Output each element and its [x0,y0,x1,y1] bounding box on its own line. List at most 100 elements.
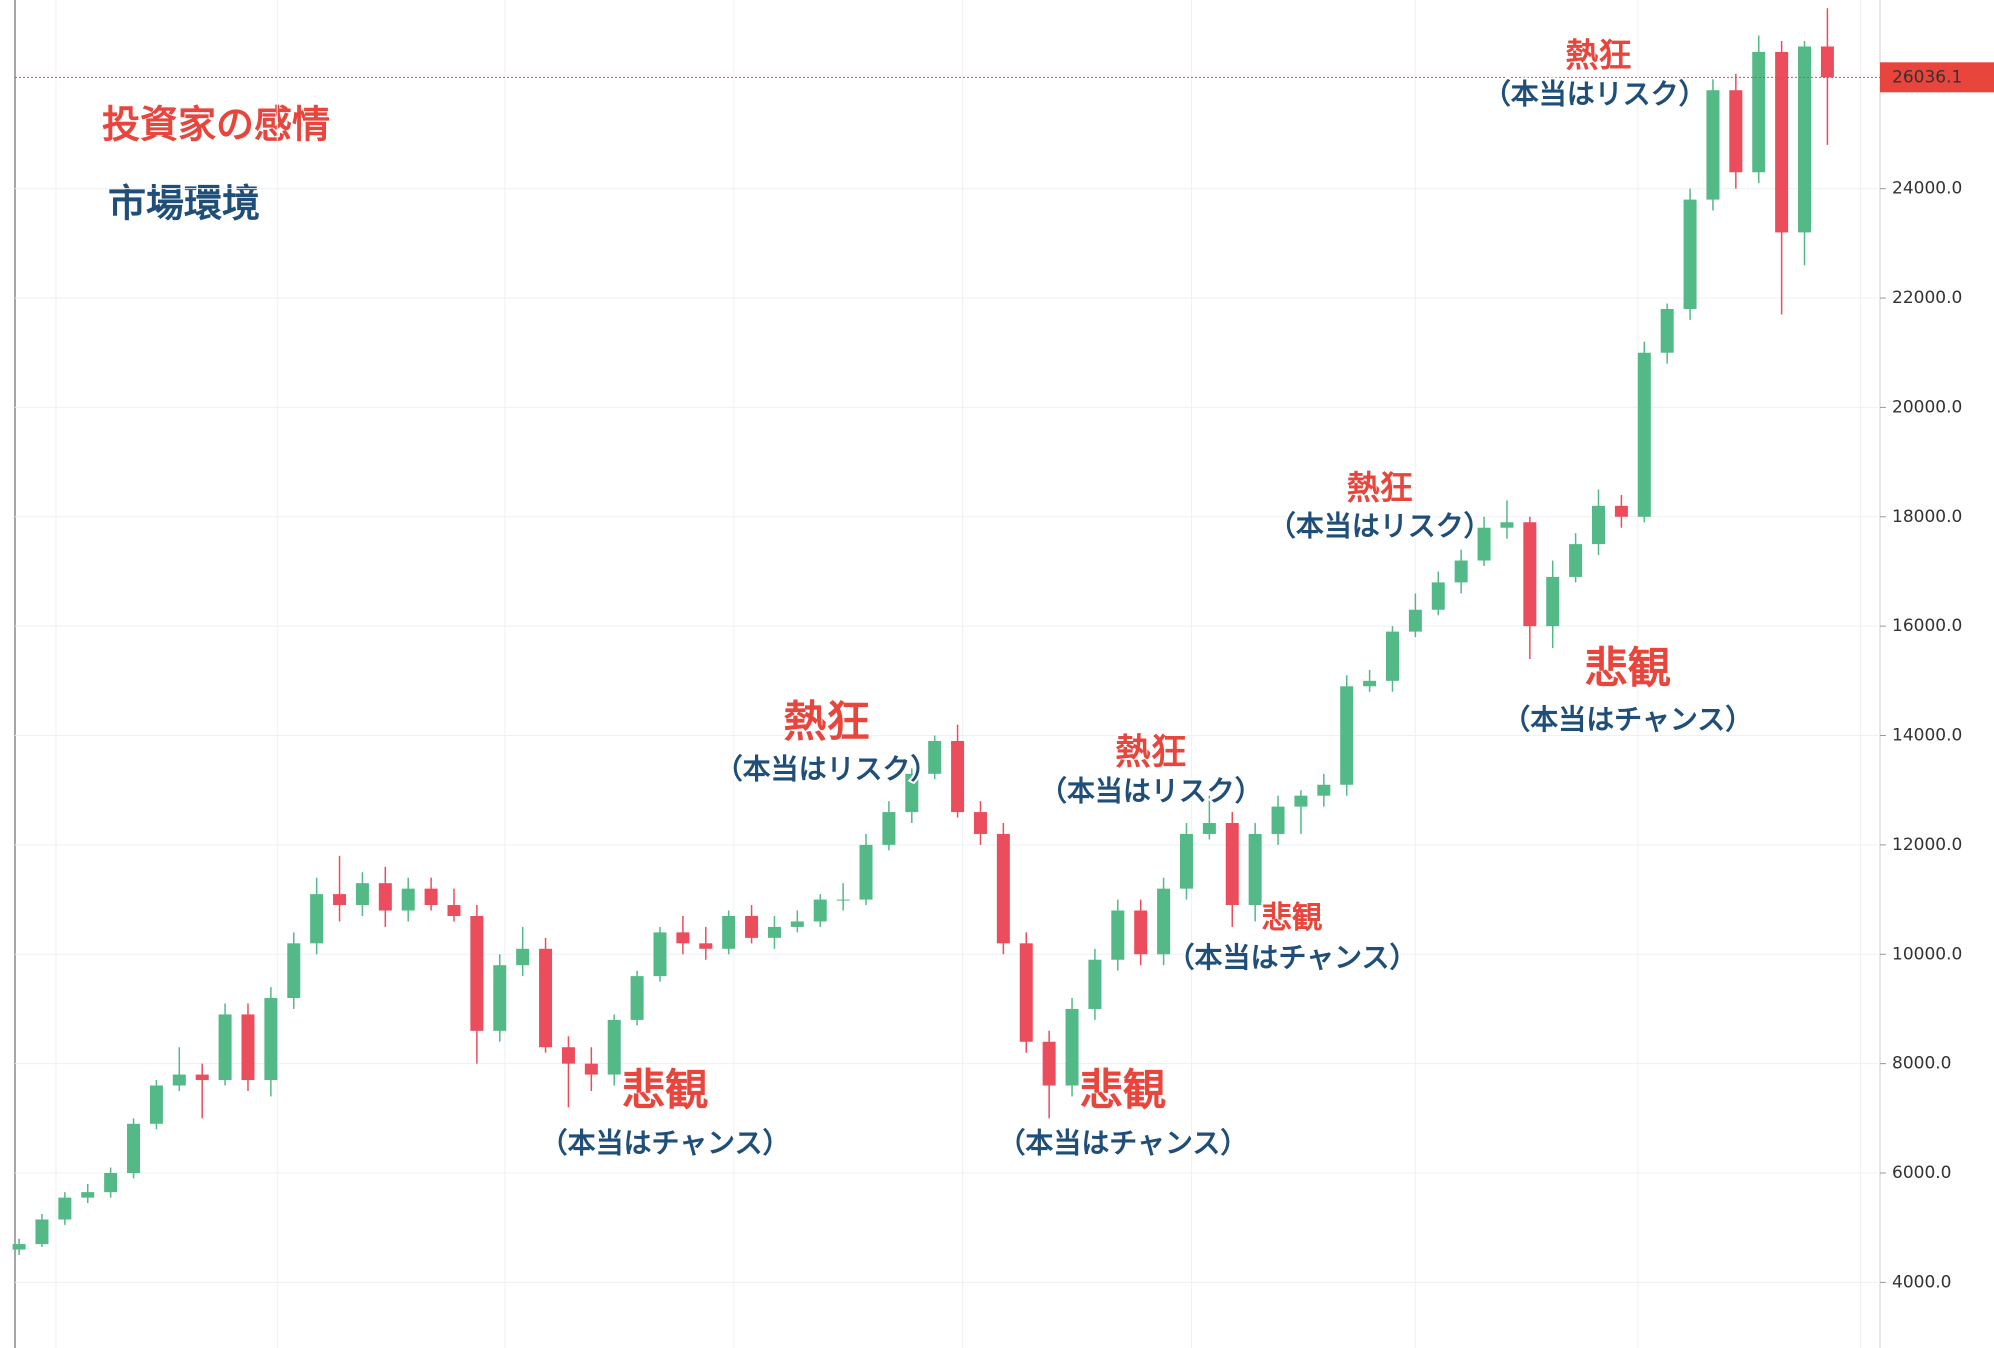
candle-body [813,899,827,922]
candle-body [1637,352,1651,517]
candle-body [1683,199,1697,309]
annotation: 熱狂 [1347,468,1413,507]
annotation: 熱狂 [1115,732,1186,773]
candle-body [1614,505,1628,517]
candle-body [516,948,530,966]
candle-body [1385,631,1399,681]
candle-body [241,1014,255,1081]
y-tick-label: 10000.0 [1892,944,1962,964]
candle-body [1706,90,1720,200]
candle-body [58,1197,72,1220]
candle-body [12,1244,26,1250]
candle-body [836,899,850,901]
candle-body [1431,582,1445,610]
y-tick-label: 8000.0 [1892,1054,1951,1074]
candle-body [333,894,347,906]
candle-body [195,1074,209,1081]
annotation: （本当はチャンス） [997,1127,1248,1160]
candle-body [699,943,713,949]
candle-body [1340,686,1354,785]
candle-body [378,883,392,911]
annotation: （本当はチャンス） [540,1127,791,1160]
candle-body [1820,46,1834,78]
candle-body [1157,888,1171,955]
candle-body [1454,560,1468,583]
candle-body [1798,46,1812,233]
y-tick-label: 6000.0 [1892,1163,1951,1183]
candle-body [1523,522,1537,627]
candle-body [1660,308,1674,353]
candle-body [1088,959,1102,1009]
candle-body [790,921,804,927]
annotation: （本当はチャンス） [1167,941,1418,974]
candle-body [745,915,759,938]
candle-body [676,932,690,944]
candle-body [81,1192,95,1198]
annotation: 悲観 [622,1066,708,1116]
last-price-box [1880,62,1994,93]
candle-body [653,932,667,977]
candle-body [1546,576,1560,627]
candle-body [104,1173,118,1193]
candle-body [1477,527,1491,561]
candle-body [539,948,553,1048]
candle-body [264,998,278,1081]
annotation: 悲観 [1080,1066,1166,1116]
candle-body [607,1019,621,1075]
candle-body [401,888,415,911]
candle-body [859,844,873,900]
candle-body [973,812,987,834]
annotation: 悲観 [1585,644,1671,694]
candle-body [1179,833,1193,889]
candle-body [1248,833,1262,906]
candle-body [905,773,919,813]
candle-body [722,915,736,949]
candle-body [630,976,644,1020]
candle-body [424,888,438,906]
candle-body [1271,806,1285,834]
y-tick-label: 24000.0 [1892,179,1962,199]
candle-body [1019,943,1033,1042]
candle-body [1569,544,1583,577]
y-tick-label: 4000.0 [1892,1272,1951,1292]
candle-body [1729,90,1743,173]
y-tick-label: 20000.0 [1892,397,1962,417]
candle-body [1134,910,1148,955]
annotation: （本当はチャンス） [1502,703,1753,736]
chart-subtitle: 市場環境 [108,182,260,226]
y-tick-label: 16000.0 [1892,616,1962,636]
candle-body [1592,505,1606,545]
annotation: （本当はリスク） [1483,77,1707,110]
candle-body [355,883,369,906]
candle-body [1408,609,1422,632]
candle-body [1225,823,1239,906]
candle-body [1065,1008,1079,1086]
candle-body [996,833,1010,944]
chart-title: 投資家の感情 [102,103,330,147]
candle-body [127,1123,141,1174]
candle-body [584,1063,598,1075]
annotation: （本当はリスク） [715,753,939,786]
candle-body [218,1014,232,1081]
candle-body [951,740,965,813]
annotation: 悲観 [1262,901,1323,936]
candle-body [35,1219,49,1245]
candle-body [149,1085,163,1124]
y-tick-label: 12000.0 [1892,835,1962,855]
candle-body [1775,51,1789,233]
candle-body [1111,910,1125,960]
candle-body [767,926,781,938]
last-price-label: 26036.1 [1892,67,1962,87]
annotation: 熱狂 [1565,36,1631,75]
candle-body [561,1047,575,1064]
candle-body [928,740,942,774]
candle-body [172,1074,186,1086]
candle-body [882,812,896,845]
candle-body [1500,522,1514,528]
candle-body [493,965,507,1031]
candle-body [1317,784,1331,796]
candle-body [447,905,461,916]
y-tick-label: 22000.0 [1892,288,1962,308]
annotation: （本当はリスク） [1268,510,1492,543]
